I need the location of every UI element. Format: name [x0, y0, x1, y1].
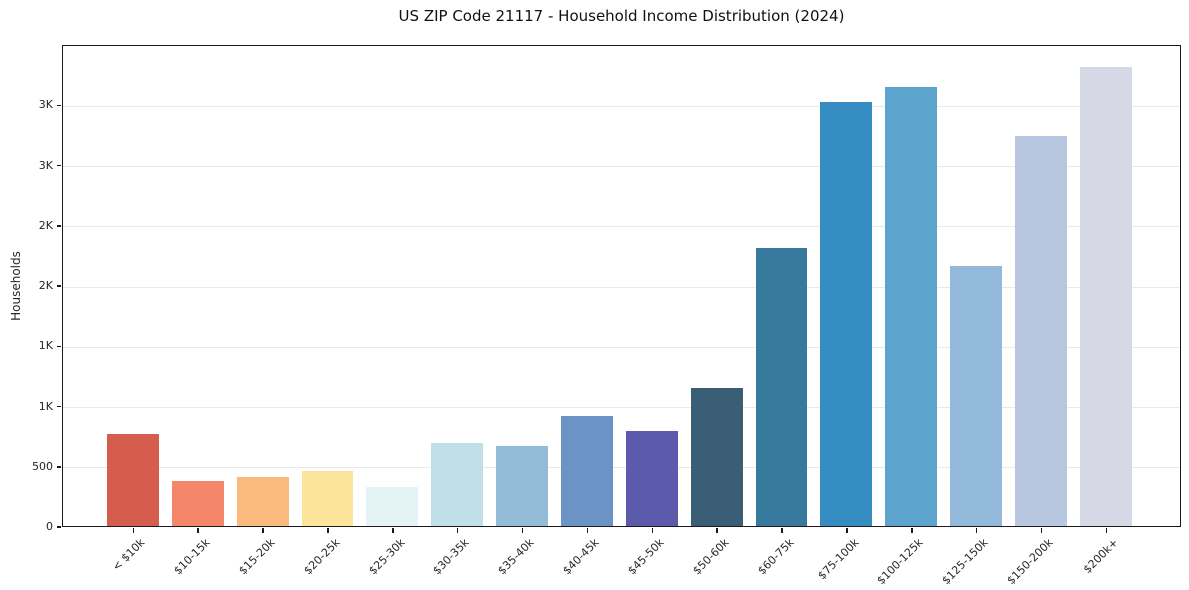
y-tick-mark [57, 466, 61, 468]
gridline [63, 286, 1180, 288]
x-tick-label: < $10k [110, 536, 148, 574]
x-tick-mark [911, 528, 913, 533]
y-tick-label: 2K [38, 218, 53, 232]
x-tick-mark [456, 528, 459, 533]
bar [1079, 66, 1132, 526]
bar [431, 443, 484, 526]
bar [560, 415, 613, 526]
bar [236, 477, 289, 526]
x-tick-mark [716, 528, 718, 533]
gridline [63, 105, 1180, 107]
bar [1015, 135, 1067, 526]
x-tick-label: $20-25k [300, 536, 343, 578]
y-tick-mark [57, 345, 61, 347]
x-tick-label: $35-40k [495, 536, 537, 578]
bar [496, 446, 549, 526]
bar [171, 481, 224, 526]
x-tick-mark [781, 528, 783, 533]
y-tick-mark [57, 104, 61, 106]
x-tick-label: $30-35k [430, 536, 472, 578]
x-tick-mark [651, 528, 654, 533]
y-tick-label: 3K [38, 98, 53, 112]
bar [625, 431, 678, 526]
x-tick-mark [586, 528, 589, 533]
bar [755, 248, 808, 526]
y-tick-mark [57, 225, 61, 227]
x-tick-label: $40-45k [560, 536, 602, 578]
x-tick-label: $100-125k [874, 536, 926, 588]
x-tick-label: $45-50k [625, 536, 667, 578]
y-tick-mark [57, 164, 61, 167]
x-tick-mark [327, 528, 329, 533]
y-tick-label: 3K [38, 158, 53, 172]
x-tick-label: $25-30k [365, 536, 408, 578]
gridline [63, 407, 1180, 408]
x-tick-label: $125-150k [939, 536, 991, 588]
x-tick-mark [197, 528, 199, 533]
gridline [63, 346, 1180, 348]
x-tick-label: $200k+ [1080, 536, 1121, 577]
x-tick-mark [1105, 528, 1108, 533]
x-tick-mark [846, 528, 848, 533]
x-tick-label: $15-20k [236, 536, 278, 578]
x-tick-label: $60-75k [754, 536, 797, 578]
y-tick-label: 0 [46, 520, 53, 533]
x-tick-label: $150-200k [1004, 536, 1056, 588]
x-tick-mark [392, 528, 394, 533]
x-tick-mark [262, 528, 264, 533]
gridline [63, 467, 1180, 469]
y-tick-mark [57, 405, 61, 408]
gridline [63, 166, 1180, 167]
y-tick-label: 500 [32, 459, 53, 473]
x-tick-label: $75-100k [814, 536, 862, 583]
bar [820, 101, 873, 526]
plot-area [62, 45, 1181, 527]
x-tick-mark [132, 528, 135, 533]
bar [301, 470, 354, 526]
x-tick-label: $50-60k [690, 536, 732, 578]
chart-title: US ZIP Code 21117 - Household Income Dis… [398, 7, 845, 25]
y-tick-label: 1K [38, 399, 53, 413]
bar [885, 87, 938, 526]
bar [690, 388, 743, 526]
x-tick-mark [975, 528, 978, 533]
x-tick-label: $10-15k [171, 536, 213, 578]
bar [366, 487, 419, 526]
y-tick-label: 2K [38, 279, 53, 292]
x-tick-mark [521, 528, 524, 533]
bar [106, 434, 159, 526]
bar [950, 265, 1003, 526]
y-tick-label: 1K [38, 339, 53, 353]
y-tick-mark [57, 526, 61, 528]
y-tick-mark [57, 285, 61, 287]
gridline [63, 226, 1180, 228]
x-tick-mark [1040, 528, 1043, 533]
